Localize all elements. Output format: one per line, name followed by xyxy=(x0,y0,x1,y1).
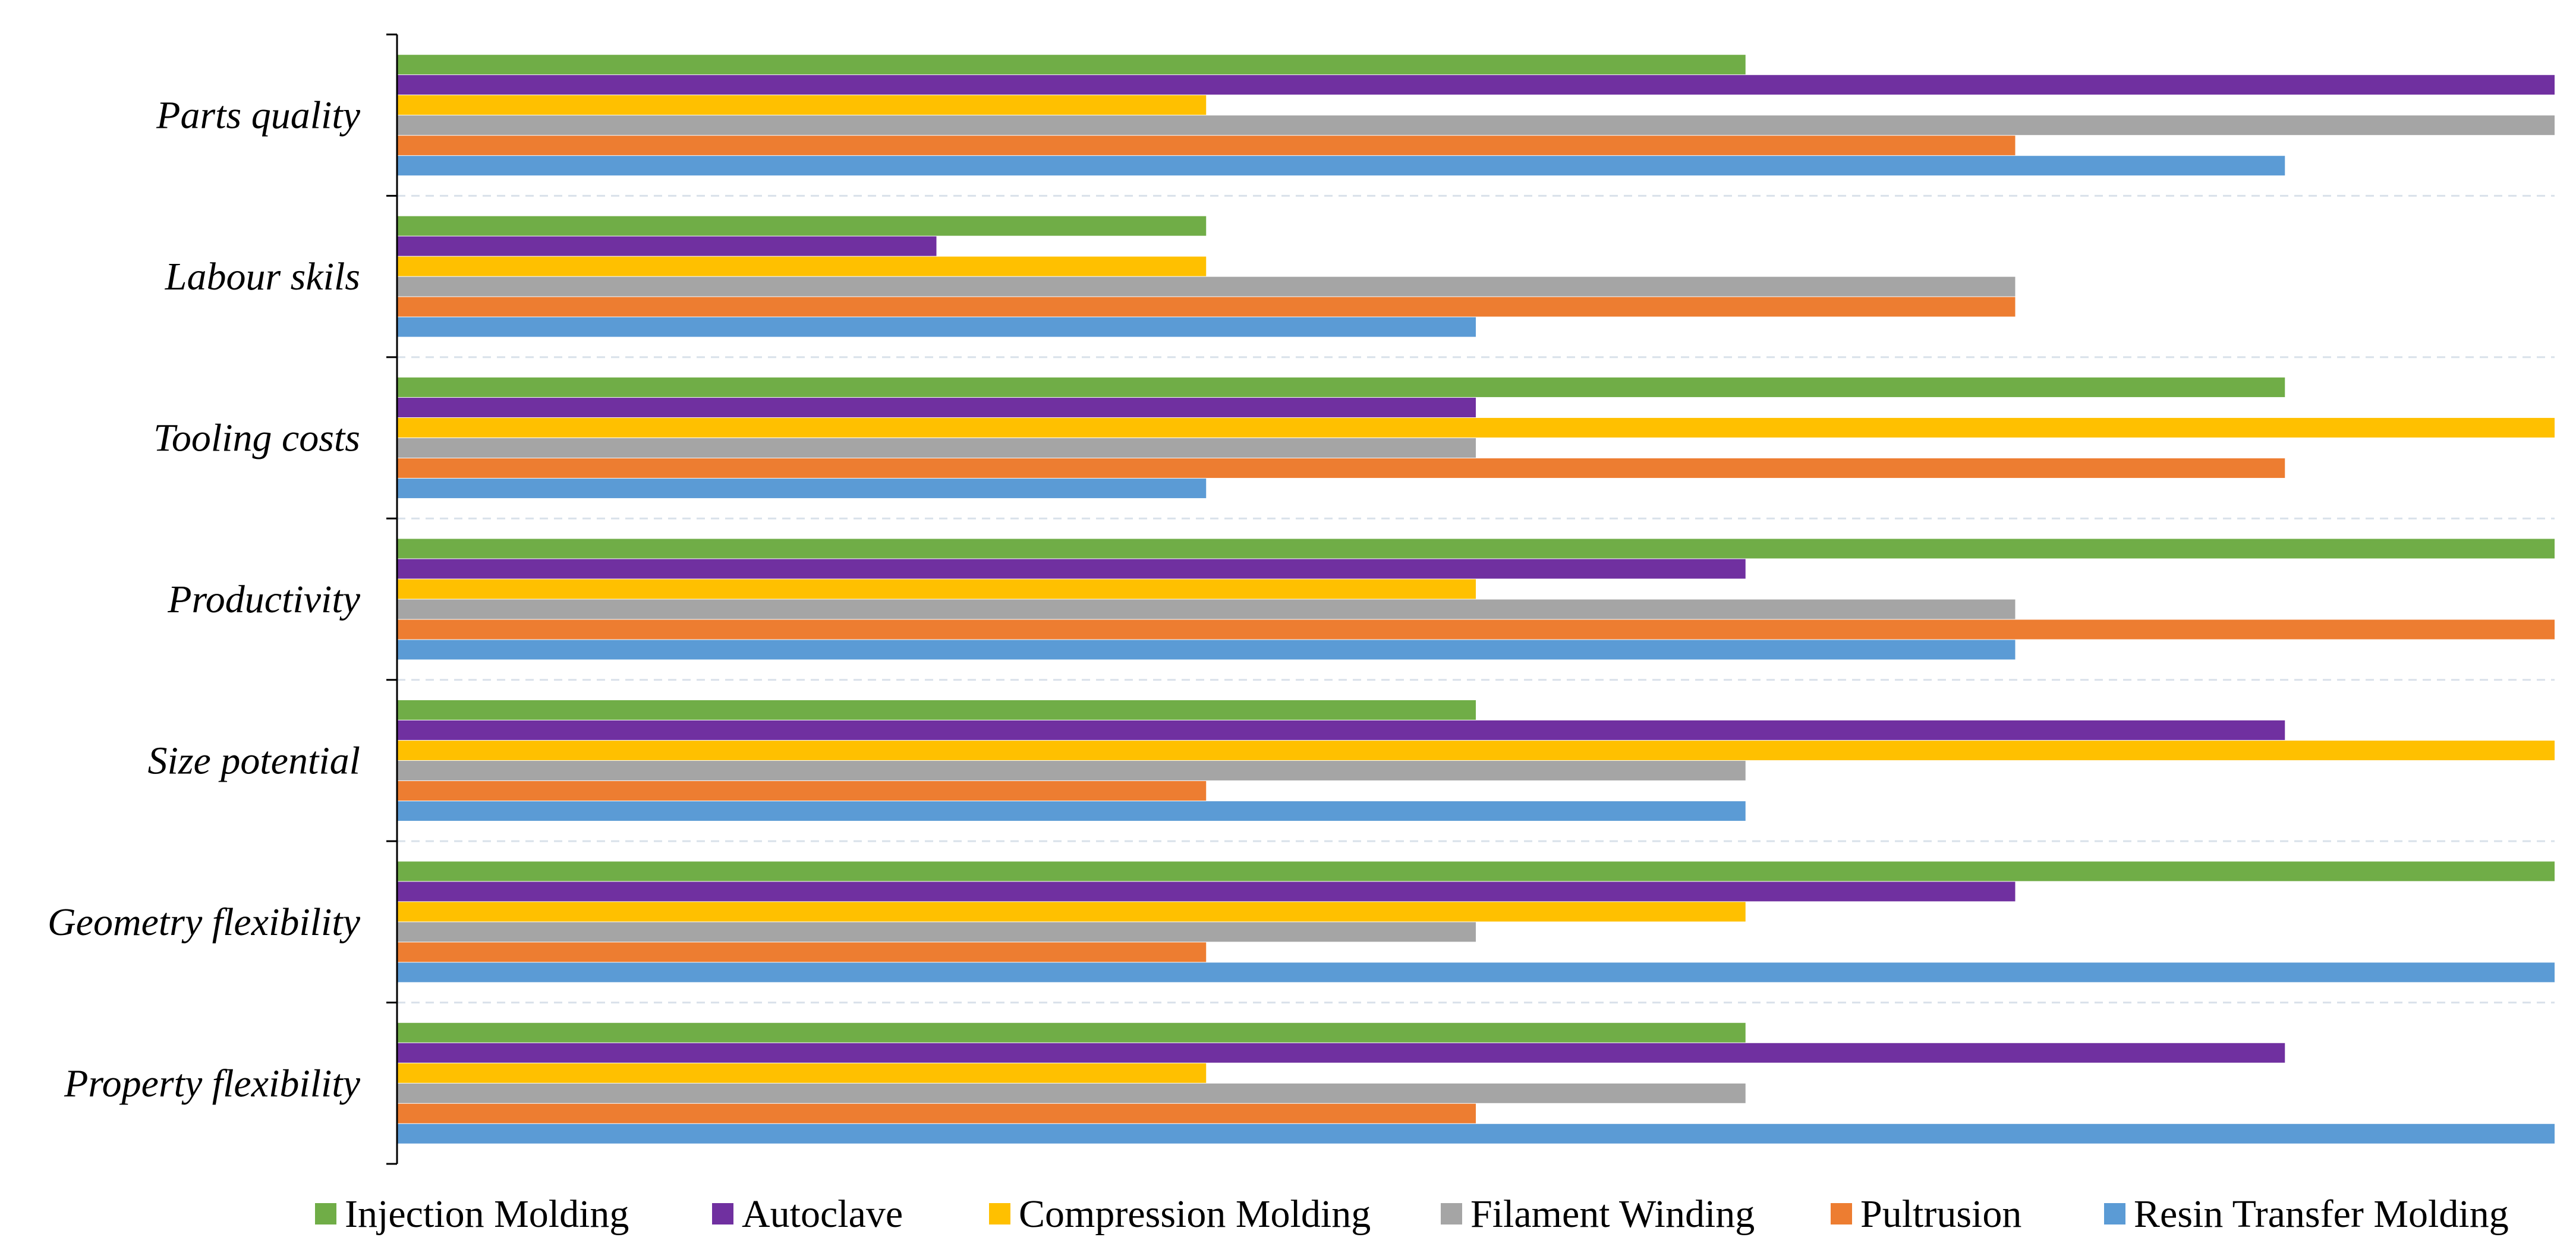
bars xyxy=(397,55,2555,1144)
bar xyxy=(397,377,2285,398)
category-label: Property flexibility xyxy=(64,1062,361,1105)
bar xyxy=(397,740,2555,760)
legend-label: Injection Molding xyxy=(345,1192,629,1236)
bar xyxy=(397,317,1476,337)
bar xyxy=(397,75,2555,95)
category-label: Productivity xyxy=(167,578,360,621)
category-label: Geometry flexibility xyxy=(48,901,361,944)
legend-label: Compression Molding xyxy=(1019,1192,1371,1236)
bar xyxy=(397,861,2555,882)
bar xyxy=(397,902,1746,922)
category-label: Parts quality xyxy=(156,94,361,137)
legend-swatch xyxy=(712,1203,733,1224)
bar xyxy=(397,136,2016,156)
bar xyxy=(397,458,2285,479)
gridlines xyxy=(397,194,2555,1004)
legend-swatch xyxy=(1441,1203,1462,1224)
bar xyxy=(397,559,1746,579)
bar xyxy=(397,1123,2555,1144)
category-labels: Parts quality Labour skils Tooling costs Pr… xyxy=(48,94,361,1106)
category-label: Labour skils xyxy=(165,255,360,298)
bar xyxy=(397,236,937,256)
legend-swatch xyxy=(989,1203,1010,1224)
legend-swatch xyxy=(315,1203,336,1224)
bar xyxy=(397,438,1476,458)
legend-swatch xyxy=(2104,1203,2125,1224)
bar xyxy=(397,720,2285,740)
bar xyxy=(397,398,1476,418)
bar xyxy=(397,700,1476,720)
bar xyxy=(397,479,1207,499)
bar xyxy=(397,760,1746,780)
bar xyxy=(397,962,2555,983)
axis xyxy=(386,33,398,1165)
bar xyxy=(397,1043,2285,1063)
bar xyxy=(397,1083,1746,1103)
bar xyxy=(397,297,2016,317)
legend-label: Filament Winding xyxy=(1470,1192,1755,1236)
bar xyxy=(397,276,2016,297)
bar xyxy=(397,539,2555,559)
bar xyxy=(397,1103,1476,1123)
bar xyxy=(397,882,2016,902)
legend-swatch xyxy=(1831,1203,1852,1224)
legend-label: Resin Transfer Molding xyxy=(2134,1192,2509,1236)
bar xyxy=(397,780,1207,801)
category-label: Size potential xyxy=(148,739,360,782)
bar xyxy=(397,95,1207,115)
bar xyxy=(397,640,2016,660)
legend-label: Pultrusion xyxy=(1860,1192,2021,1236)
bar xyxy=(397,619,2555,640)
legend: Injection Molding Autoclave Compression Mo… xyxy=(315,1192,2509,1236)
bar xyxy=(397,55,1746,75)
legend-label: Autoclave xyxy=(742,1192,903,1236)
bar xyxy=(397,1063,1207,1083)
bar xyxy=(397,418,2555,438)
bar xyxy=(397,942,1207,962)
category-label: Tooling costs xyxy=(153,417,360,460)
bar xyxy=(397,922,1476,942)
bar xyxy=(397,216,1207,236)
bar xyxy=(397,1022,1746,1043)
bar xyxy=(397,115,2555,136)
bar xyxy=(397,579,1476,599)
bar xyxy=(397,599,2016,619)
bar xyxy=(397,801,1746,821)
bar xyxy=(397,256,1207,276)
bar xyxy=(397,156,2285,176)
